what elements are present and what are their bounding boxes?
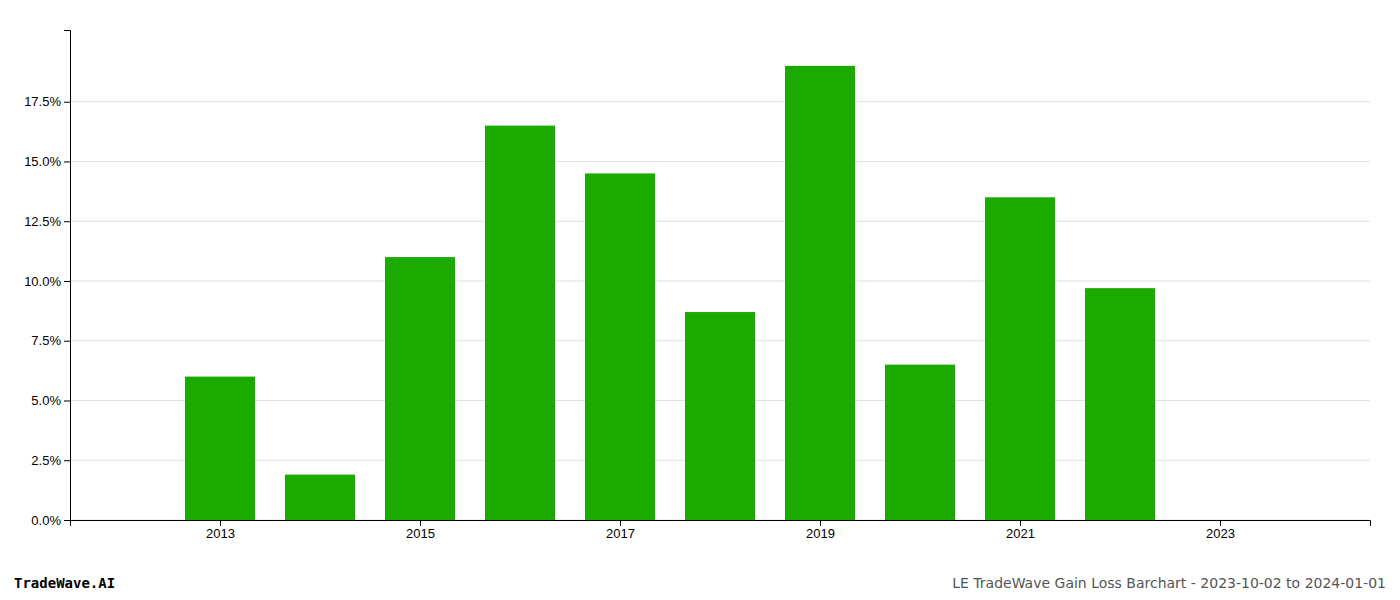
y-tick: 0.0% [31,513,70,528]
y-tick-label: 7.5% [31,333,61,348]
x-tick: 2023 [1206,520,1235,541]
bar [585,173,655,520]
chart: 0.0% 2.5% 5.0% 7.5% 10.0% 12.5% 15.0% 17.5% 2013… [0,0,1400,600]
x-tick-mark [220,520,221,526]
y-tick-label: 5.0% [31,393,61,408]
x-tick-label: 2015 [406,526,435,541]
x-tick-label: 2013 [206,526,235,541]
y-tick-label: 2.5% [31,453,61,468]
x-axis-line [71,521,1371,527]
y-tick: 12.5% [24,214,70,229]
y-tick-label: 15.0% [24,154,61,169]
y-tick-mark [64,221,70,222]
bars [185,66,1155,520]
y-tick-mark [64,400,70,401]
bar [1085,288,1155,520]
x-tick-label: 2021 [1006,526,1035,541]
x-tick: 2019 [806,520,835,541]
x-tick-mark [620,520,621,526]
x-tick: 2013 [206,520,235,541]
bar [985,197,1055,520]
footer-right: LE TradeWave Gain Loss Barchart - 2023-1… [952,575,1386,591]
plot: 0.0% 2.5% 5.0% 7.5% 10.0% 12.5% 15.0% 17.5% 2013… [24,31,1370,542]
grid-line [70,221,1370,222]
grid-line [70,280,1370,281]
x-tick-mark [820,520,821,526]
y-tick: 10.0% [24,274,70,289]
bar [185,377,255,520]
bar [785,66,855,520]
y-tick: 17.5% [24,94,70,109]
grid-line [70,161,1370,162]
x-tick-mark [420,520,421,526]
y-axis-line [64,31,71,521]
x-tick: 2017 [606,520,635,541]
y-tick: 2.5% [31,453,70,468]
y-tick-mark [64,520,70,521]
x-tick: 2021 [1006,520,1035,541]
y-tick-label: 17.5% [24,94,61,109]
y-tick-mark [64,161,70,162]
y-tick-label: 0.0% [31,513,61,528]
x-tick-label: 2019 [806,526,835,541]
y-tick-mark [64,281,70,282]
y-tick: 15.0% [24,154,70,169]
y-tick: 7.5% [31,333,70,348]
x-axis: 2013 2015 2017 2019 2021 2023 [71,520,1371,541]
y-tick-label: 10.0% [24,274,61,289]
x-tick: 2015 [406,520,435,541]
x-tick-label: 2023 [1206,526,1235,541]
grid-line [70,101,1370,102]
y-tick: 5.0% [31,393,70,408]
bar [285,475,355,520]
bar [885,365,955,520]
grid [70,102,1370,520]
y-tick-mark [64,102,70,103]
footer-left: TradeWave.AI [14,575,115,591]
bar [485,126,555,520]
bar [685,312,755,520]
y-tick-mark [64,341,70,342]
x-tick-mark [1020,520,1021,526]
bar [385,257,455,520]
y-axis: 0.0% 2.5% 5.0% 7.5% 10.0% 12.5% 15.0% 17.5% [24,31,70,528]
y-tick-label: 12.5% [24,214,61,229]
x-tick-mark [1220,520,1221,526]
y-tick-mark [64,460,70,461]
x-tick-label: 2017 [606,526,635,541]
